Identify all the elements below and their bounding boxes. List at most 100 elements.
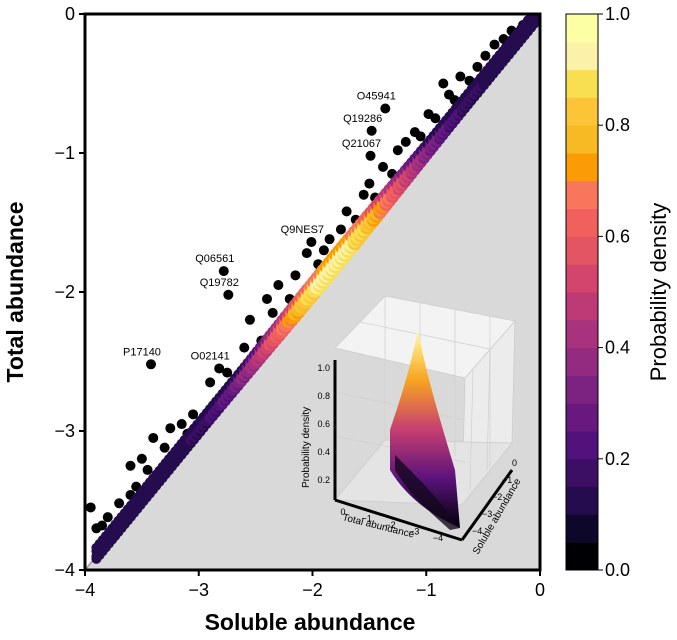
annotation-label: Q21067 <box>342 138 381 150</box>
annotation-label: Q9NES7 <box>281 224 324 236</box>
colorbar-tick-label: 0.0 <box>605 560 630 580</box>
outlier-point <box>480 50 491 61</box>
inset-x-tick-label: −1 <box>362 514 372 524</box>
colorbar-frame <box>565 13 599 571</box>
outlier-point <box>438 78 449 89</box>
outlier-point <box>131 481 142 492</box>
inset-y-tick-label: −2 <box>492 492 502 502</box>
inset-z-tick-label: 0.8 <box>317 391 330 401</box>
colorbar-segment <box>566 292 598 321</box>
inset-x-tick-label: −4 <box>433 533 443 543</box>
outlier-point <box>324 234 335 245</box>
outlier-point <box>358 189 369 200</box>
inset-z-tick-label: 0.4 <box>317 447 330 457</box>
inset-y-tick-label: −1 <box>502 475 512 485</box>
annotated-point <box>214 363 225 374</box>
outlier-point <box>125 460 136 471</box>
outlier-point <box>97 520 108 531</box>
colorbar-segment <box>566 125 598 154</box>
annotation-label: O02141 <box>191 350 230 362</box>
inset-y-tick-label: −4 <box>472 526 482 536</box>
y-tick-label: −4 <box>54 560 75 580</box>
annotated-point <box>365 150 376 161</box>
inset-x-ticks: 0 −1 −2 −3 −4 <box>340 507 443 543</box>
x-axis-ticks: −4 −3 −2 −1 0 <box>75 570 545 600</box>
y-axis-ticks: −4 −3 −2 −1 0 <box>54 4 85 580</box>
colorbar-segment <box>566 14 598 43</box>
outlier-point <box>239 342 250 353</box>
colorbar-tick-label: 0.4 <box>605 338 630 358</box>
colorbar-segment <box>566 486 598 515</box>
outlier-point <box>392 145 403 156</box>
colorbar-segment <box>566 153 598 182</box>
colorbar-segment <box>566 208 598 237</box>
inset-y-tick-label: −3 <box>482 509 492 519</box>
outlier-point <box>267 307 278 318</box>
annotation-label: P17140 <box>123 346 161 358</box>
outlier-point <box>290 270 301 281</box>
outlier-point <box>455 71 466 82</box>
outlier-point <box>142 464 153 475</box>
outlier-point <box>318 245 329 256</box>
outlier-point <box>430 113 441 124</box>
outlier-point <box>205 377 216 388</box>
colorbar-segment <box>566 347 598 376</box>
y-axis-label: Total abundance <box>2 201 28 382</box>
inset-x-axis <box>334 498 463 542</box>
outlier-point <box>301 248 312 259</box>
annotated-point <box>306 236 317 247</box>
outlier-point <box>341 206 352 217</box>
x-axis-label: Soluble abundance <box>205 609 416 635</box>
colorbar-label: Probability density <box>646 203 671 382</box>
x-tick-label: −3 <box>188 580 209 600</box>
outlier-point <box>415 131 426 142</box>
outlier-point <box>364 178 375 189</box>
colorbar-tick-label: 1.0 <box>605 4 630 24</box>
colorbar-segment <box>566 403 598 432</box>
colorbar <box>565 13 599 571</box>
colorbar-ticks: 0.0 0.2 0.4 0.6 0.8 1.0 <box>598 4 630 580</box>
annotated-point <box>366 125 377 136</box>
inset-3d-plot: 0.20.40.60.81.0 0−1−2−3−4 −4−3−2−10 Prob… <box>301 295 524 557</box>
outlier-point <box>378 161 389 172</box>
colorbar-segment <box>566 41 598 71</box>
colorbar-segment <box>566 69 598 98</box>
inset-z-tick-label: 0.2 <box>317 475 330 485</box>
annotated-point <box>380 103 391 114</box>
outlier-point <box>273 280 284 291</box>
density-band <box>91 14 540 564</box>
colorbar-segment <box>566 180 598 210</box>
y-tick-label: −2 <box>54 282 75 302</box>
x-tick-label: −4 <box>75 580 96 600</box>
inset-y-ticks: −4−3−2−10 <box>472 458 517 536</box>
x-tick-label: −2 <box>302 580 323 600</box>
annotated-point <box>218 266 229 277</box>
x-tick-label: 0 <box>535 580 545 600</box>
outlier-point <box>159 442 170 453</box>
inset-z-ticks: 0.2 0.4 0.6 0.8 1.0 <box>317 363 330 485</box>
outlier-point <box>188 409 199 420</box>
inset-y-tick-label: 0 <box>512 458 517 468</box>
inset-x-tick-label: −2 <box>385 520 395 530</box>
colorbar-tick-label: 0.8 <box>605 115 630 135</box>
annotation-label: Q19286 <box>343 113 382 125</box>
outlier-point <box>102 512 113 523</box>
colorbar-segment <box>566 319 598 349</box>
colorbar-segment <box>566 458 598 488</box>
annotation-label: O45941 <box>357 91 396 103</box>
y-tick-label: −1 <box>54 143 75 163</box>
annotation-label: Q06561 <box>195 253 234 265</box>
colorbar-segment <box>566 264 598 293</box>
inset-x-tick-label: 0 <box>340 507 345 517</box>
outlier-point <box>85 502 96 513</box>
x-tick-label: −1 <box>416 580 437 600</box>
outlier-point <box>489 39 500 50</box>
inset-z-tick-label: 1.0 <box>317 363 330 373</box>
outlier-point <box>335 224 346 235</box>
colorbar-segment <box>566 431 598 460</box>
inset-surface-shadow <box>395 455 460 530</box>
colorbar-segment <box>566 236 598 265</box>
inset-x-tick-label: −3 <box>409 527 419 537</box>
colorbar-segment <box>566 375 598 404</box>
outlier-point <box>165 423 176 434</box>
